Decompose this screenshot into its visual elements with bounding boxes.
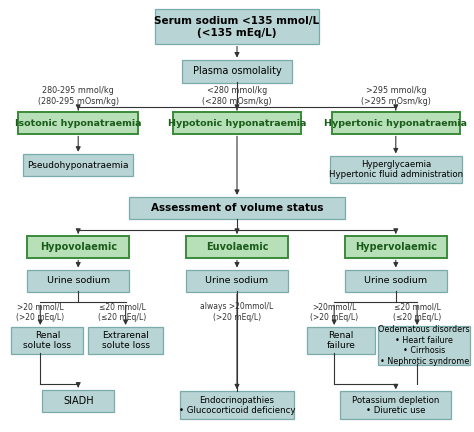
Text: Hypervolaemic: Hypervolaemic [355,242,437,252]
Text: Pseudohyponatraemia: Pseudohyponatraemia [27,161,129,169]
FancyBboxPatch shape [345,236,447,258]
FancyBboxPatch shape [27,236,129,258]
Text: Urine sodium: Urine sodium [364,276,428,285]
Text: Isotonic hyponatraemia: Isotonic hyponatraemia [15,119,141,127]
Text: Assessment of volume status: Assessment of volume status [151,203,323,213]
FancyBboxPatch shape [186,270,288,292]
Text: Euvolaemic: Euvolaemic [206,242,268,252]
Text: >295 mmol/kg
(>295 mOsm/kg): >295 mmol/kg (>295 mOsm/kg) [361,86,431,105]
Text: Plasma osmolality: Plasma osmolality [192,66,282,76]
Text: 280-295 mmol/kg
(280-295 mOsm/kg): 280-295 mmol/kg (280-295 mOsm/kg) [37,86,119,105]
FancyBboxPatch shape [180,391,293,419]
FancyBboxPatch shape [42,390,114,412]
Text: >20mmol/L
(>20 mEq/L): >20mmol/L (>20 mEq/L) [310,302,358,321]
Text: Urine sodium: Urine sodium [205,276,269,285]
Text: Urine sodium: Urine sodium [46,276,110,285]
FancyBboxPatch shape [345,270,447,292]
Text: Potassium depletion
• Diuretic use: Potassium depletion • Diuretic use [352,396,439,415]
FancyBboxPatch shape [23,154,133,176]
Text: always >20mmol/L
(>20 mEq/L): always >20mmol/L (>20 mEq/L) [201,302,273,321]
FancyBboxPatch shape [182,60,292,83]
Text: Hypovolaemic: Hypovolaemic [40,242,117,252]
Text: >20 mmol/L
(>20 mEq/L): >20 mmol/L (>20 mEq/L) [16,302,64,321]
FancyBboxPatch shape [173,112,301,134]
FancyBboxPatch shape [378,327,470,365]
FancyBboxPatch shape [155,9,319,44]
Text: ≤20 mmol/L
(≤20 mEq/L): ≤20 mmol/L (≤20 mEq/L) [393,302,441,321]
Text: Serum sodium <135 mmol/L
(<135 mEq/L): Serum sodium <135 mmol/L (<135 mEq/L) [155,16,319,38]
Text: Renal
solute loss: Renal solute loss [23,331,72,350]
Text: <280 mmol/kg
(<280 mOsm/kg): <280 mmol/kg (<280 mOsm/kg) [202,86,272,105]
Text: ≤20 mmol/L
(≤20 mEq/L): ≤20 mmol/L (≤20 mEq/L) [98,302,146,321]
FancyBboxPatch shape [186,236,288,258]
Text: Hyperglycaemia
Hypertonic fluid administration: Hyperglycaemia Hypertonic fluid administ… [329,160,463,179]
Text: Endocrinopathies
• Glucocorticoid deficiency: Endocrinopathies • Glucocorticoid defici… [179,396,295,415]
FancyBboxPatch shape [332,112,459,134]
FancyBboxPatch shape [307,327,375,354]
FancyBboxPatch shape [129,197,345,219]
Text: Oedematous disorders
• Heart failure
• Cirrhosis
• Nephrotic syndrome: Oedematous disorders • Heart failure • C… [378,325,470,366]
Text: SIADH: SIADH [63,396,93,406]
FancyBboxPatch shape [11,327,83,354]
Text: Hypertonic hyponatraemia: Hypertonic hyponatraemia [324,119,467,127]
FancyBboxPatch shape [27,270,129,292]
FancyBboxPatch shape [88,327,163,354]
Text: Extrarenal
solute loss: Extrarenal solute loss [101,331,150,350]
Text: Hypotonic hyponatraemia: Hypotonic hyponatraemia [168,119,306,127]
FancyBboxPatch shape [330,156,462,183]
FancyBboxPatch shape [340,391,451,419]
FancyBboxPatch shape [18,112,138,134]
Text: Renal
failure: Renal failure [327,331,356,350]
